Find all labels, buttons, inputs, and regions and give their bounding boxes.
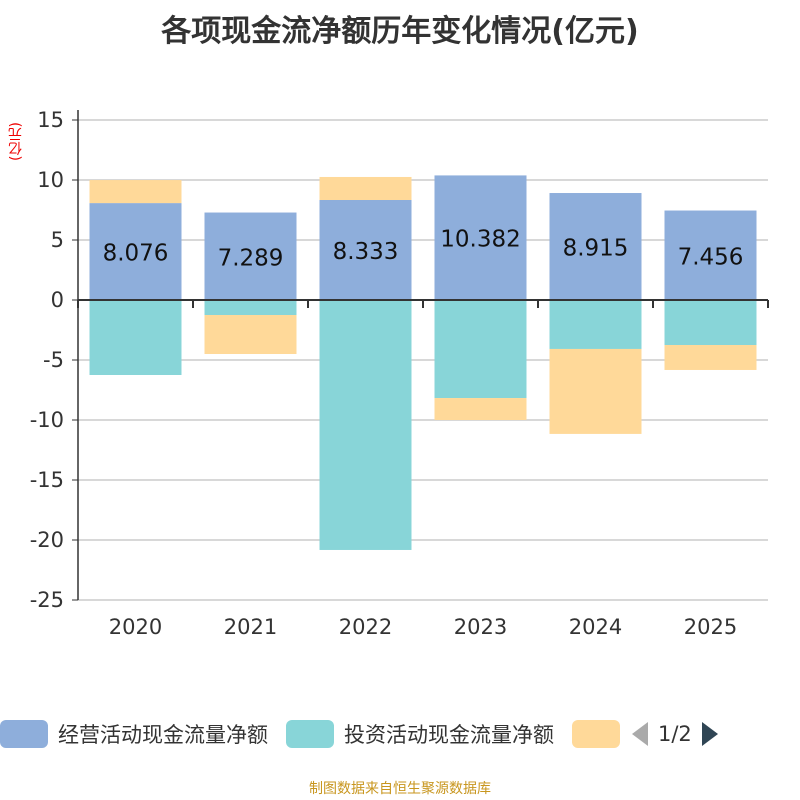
x-tick-label: 2021 (224, 615, 277, 639)
bar-2023-series-2[interactable] (434, 398, 527, 420)
y-tick-label: -5 (43, 348, 64, 372)
bar-2025-series-0[interactable] (664, 210, 757, 300)
y-tick-label: 0 (51, 288, 64, 312)
triangle-right-icon[interactable] (700, 720, 720, 748)
data-label: 7.289 (218, 245, 284, 271)
bar-2023-series-1[interactable] (434, 300, 527, 399)
data-label: 10.382 (440, 227, 520, 253)
x-tick-label: 2024 (569, 615, 622, 639)
data-label: 8.076 (103, 241, 169, 267)
bar-2021-series-0[interactable] (204, 212, 297, 300)
bar-2020-series-0[interactable] (89, 203, 182, 300)
legend-swatch (0, 720, 48, 748)
bar-2021-series-2[interactable] (204, 315, 297, 354)
bar-2022-series-1[interactable] (319, 300, 412, 550)
bar-2022-series-2[interactable] (319, 176, 412, 201)
y-tick-label: -15 (30, 468, 64, 492)
legend-swatch (286, 720, 334, 748)
x-tick-label: 2022 (339, 615, 392, 639)
legend-label: 经营活动现金流量净额 (58, 723, 268, 747)
x-tick-label: 2023 (454, 615, 507, 639)
bar-2024-series-1[interactable] (549, 300, 642, 349)
chart-plot: 15 10 5 0 -5 -10 -15 -20 -25 8.076 2020 7.289 2021 8.… (30, 108, 769, 639)
bar-2021-series-1[interactable] (204, 300, 297, 315)
data-label: 8.915 (563, 236, 629, 262)
legend-item-investing[interactable]: 投资活动现金流量净额 (286, 719, 554, 749)
bar-2025-series-1[interactable] (664, 300, 757, 345)
bar-2020-series-2[interactable] (89, 180, 182, 204)
y-tick-label: -25 (30, 588, 64, 612)
legend-item-third[interactable] (572, 720, 620, 748)
data-source: 制图数据来自恒生聚源数据库 (309, 781, 491, 797)
bar-2024-series-0[interactable] (549, 193, 642, 300)
bar-2023-series-0[interactable] (434, 175, 527, 300)
legend-label: 投资活动现金流量净额 (344, 723, 554, 747)
bar-2022-series-0[interactable] (319, 200, 412, 300)
y-tick-label: 5 (51, 228, 64, 252)
y-tick-label: -20 (30, 528, 64, 552)
x-tick-label: 2025 (684, 615, 737, 639)
y-tick-label: 15 (37, 108, 64, 132)
data-label: 7.456 (678, 244, 744, 270)
bar-2025-series-2[interactable] (664, 345, 757, 370)
legend-swatch (572, 720, 620, 748)
y-tick-label: 10 (37, 168, 64, 192)
bar-2020-series-1[interactable] (89, 300, 182, 375)
data-label: 8.333 (333, 239, 399, 265)
legend: 经营活动现金流量净额 投资活动现金流量净额 1/2 (0, 718, 720, 750)
chart-title: 各项现金流净额历年变化情况(亿元) (161, 14, 639, 49)
legend-page: 1/2 (658, 722, 692, 746)
triangle-left-icon[interactable] (630, 720, 650, 748)
y-tick-label: -10 (30, 408, 64, 432)
legend-item-operating[interactable]: 经营活动现金流量净额 (0, 719, 268, 749)
legend-pager: 1/2 (630, 720, 720, 748)
bar-2024-series-2[interactable] (549, 348, 642, 434)
x-tick-label: 2020 (109, 615, 162, 639)
